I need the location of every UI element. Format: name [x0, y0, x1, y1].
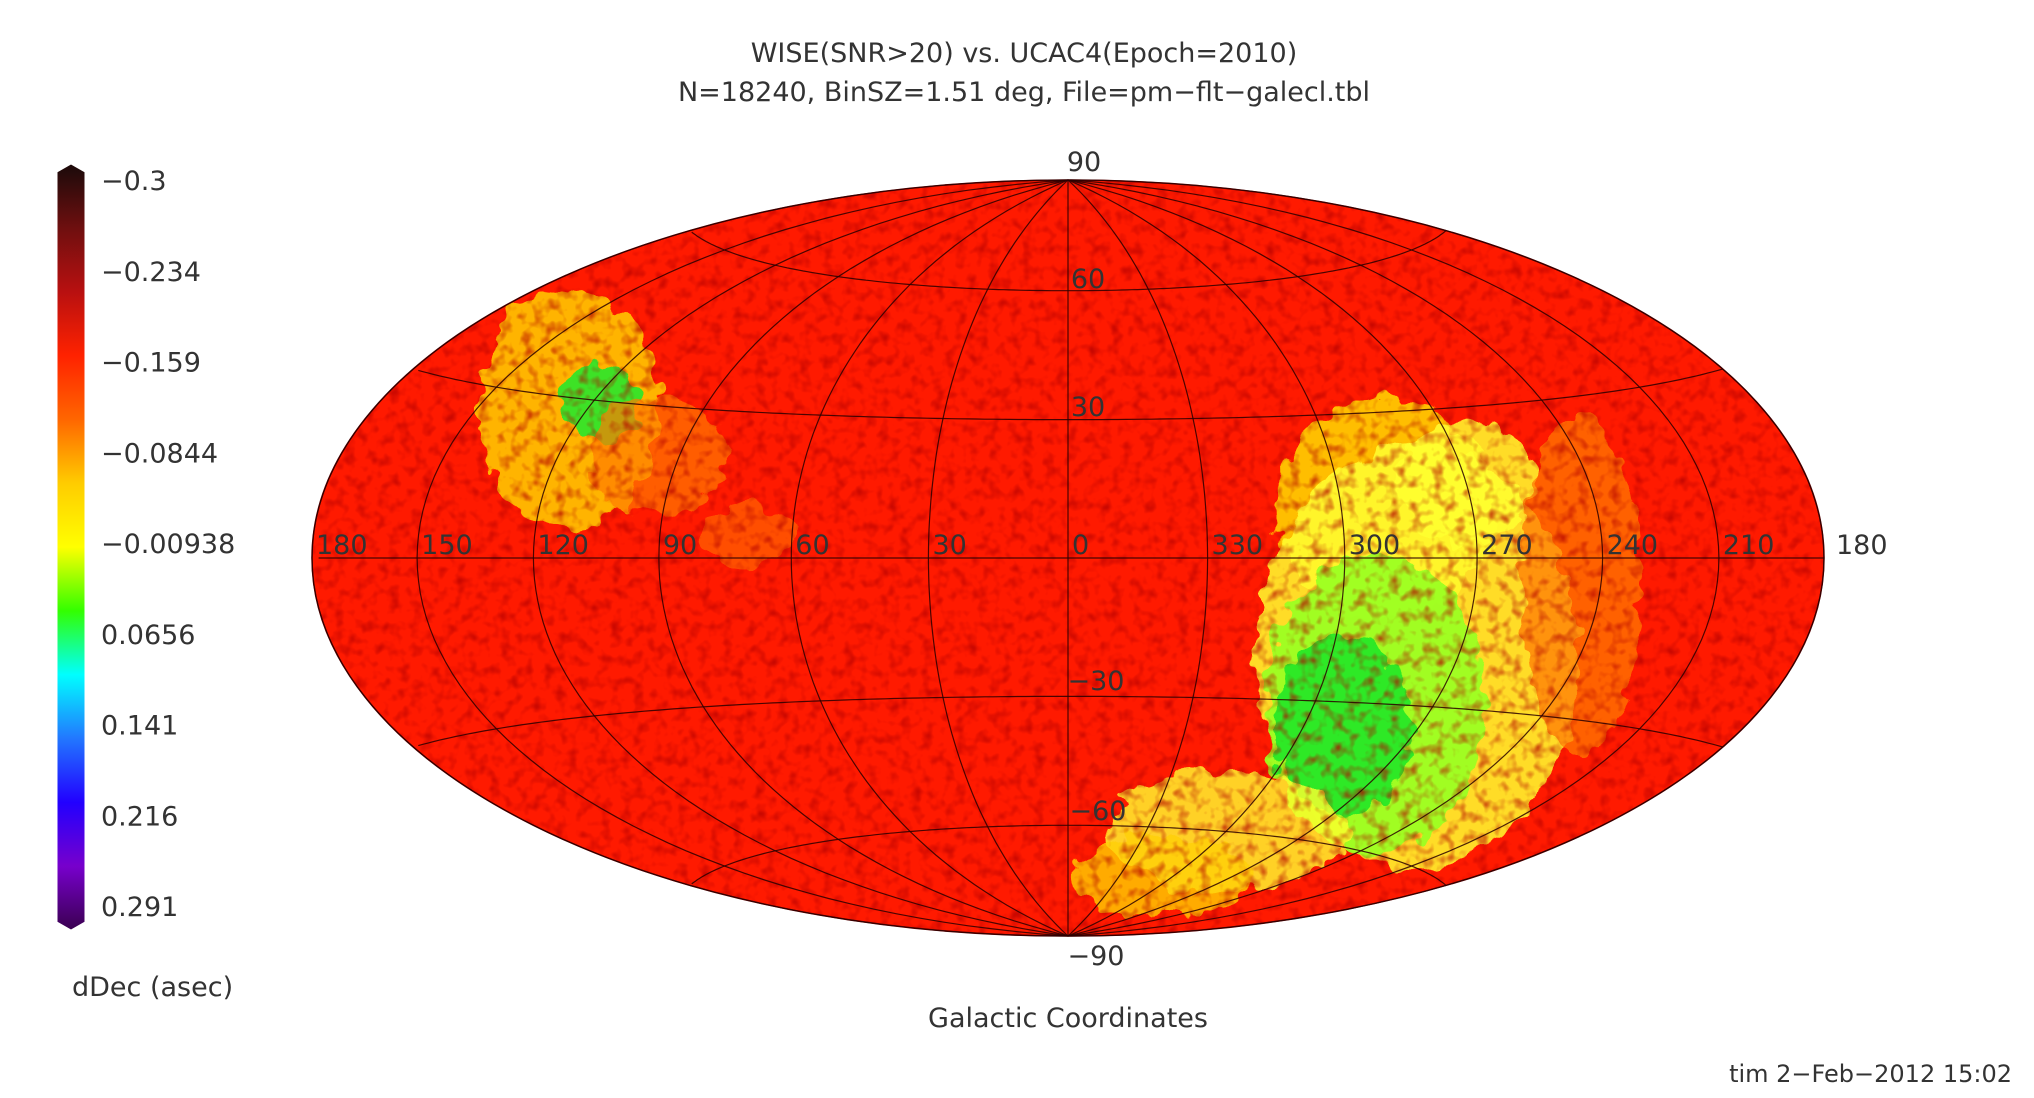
- longitude-label: 30: [932, 530, 966, 561]
- map-graticule: [311, 179, 1825, 937]
- figure-title-line2: N=18240, BinSZ=1.51 deg, File=pm−flt−gal…: [678, 77, 1370, 108]
- footer-credit: tim 2−Feb−2012 15:02: [1729, 1060, 2012, 1088]
- parallel-line: [418, 695, 1723, 748]
- colorbar-bar: [56, 163, 86, 931]
- longitude-label: 150: [421, 530, 473, 561]
- longitude-label: 120: [537, 530, 589, 561]
- sky-map: 180 150 120 90 60 30 0 330 300 270 240 210 180 90 −9…: [311, 147, 1888, 972]
- lat-label-minus-60: −60: [1070, 796, 1127, 827]
- coordinate-system-label: Galactic Coordinates: [928, 1003, 1208, 1034]
- colorbar-tick-label: 0.216: [101, 801, 178, 832]
- longitude-label: 180: [316, 530, 368, 561]
- longitude-label: 240: [1607, 530, 1659, 561]
- colorbar: −0.3 −0.234 −0.159 −0.0844 −0.00938 0.0656 0.1…: [56, 163, 235, 1003]
- lat-label-north-pole: 90: [1067, 147, 1101, 178]
- colorbar-tick-labels: −0.3 −0.234 −0.159 −0.0844 −0.00938 0.0656 0.1…: [101, 166, 235, 923]
- colorbar-tick-label: −0.3: [101, 166, 167, 197]
- colorbar-tick-label: 0.141: [101, 711, 178, 742]
- longitude-labels: 180 150 120 90 60 30 0 330 300 270 240 210 180: [316, 530, 1888, 561]
- meridian-line: [311, 179, 1069, 937]
- colorbar-tick-label: −0.0844: [101, 438, 218, 469]
- colorbar-tick-label: 0.291: [101, 892, 178, 923]
- longitude-label: 210: [1723, 530, 1775, 561]
- parallel-line: [691, 824, 1447, 886]
- figure-title-line1: WISE(SNR>20) vs. UCAC4(Epoch=2010): [751, 38, 1298, 69]
- longitude-label: 330: [1212, 530, 1264, 561]
- colorbar-tick-label: 0.0656: [101, 620, 195, 651]
- parallel-line: [691, 230, 1447, 292]
- longitude-label: 270: [1481, 530, 1533, 561]
- lat-label-minus-30: −30: [1068, 666, 1125, 697]
- latitude-labels: 90 −90 60 30 −30 −60: [1067, 147, 1127, 972]
- longitude-label: 90: [663, 530, 697, 561]
- longitude-label: 60: [795, 530, 829, 561]
- lat-label-south-pole: −90: [1068, 941, 1125, 972]
- lat-label-30: 30: [1071, 392, 1105, 423]
- colorbar-tick-label: −0.159: [101, 348, 201, 379]
- colorbar-label: dDec (asec): [72, 972, 233, 1003]
- colorbar-tick-label: −0.00938: [101, 529, 235, 560]
- longitude-label: 300: [1349, 530, 1401, 561]
- lat-label-60: 60: [1071, 264, 1105, 295]
- longitude-label: 0: [1072, 530, 1089, 561]
- parallel-line: [418, 368, 1723, 421]
- colorbar-tick-label: −0.234: [101, 257, 201, 288]
- longitude-label: 180: [1836, 530, 1888, 561]
